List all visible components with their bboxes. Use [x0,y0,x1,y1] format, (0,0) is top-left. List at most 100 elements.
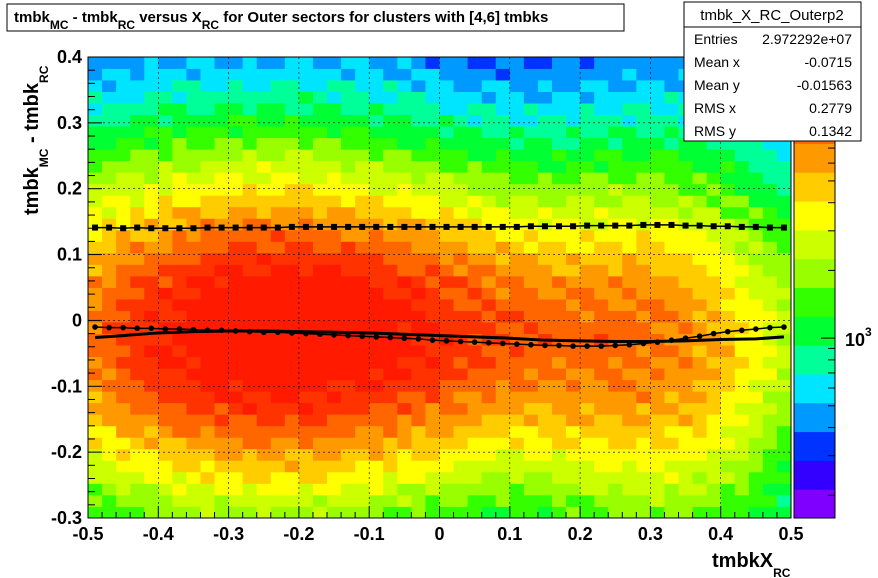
heatmap-cell [636,310,651,323]
heatmap-cell [594,345,609,358]
square-marker [274,224,281,231]
heatmap-cell [144,218,159,231]
heatmap-cell [481,275,497,288]
heatmap-cell [692,460,708,473]
heatmap-cell [172,114,187,127]
heatmap-cell [312,356,328,369]
heatmap-cell [425,114,440,127]
heatmap-cell [256,356,272,369]
heatmap-cell [355,414,370,427]
heatmap-cell [256,345,272,358]
heatmap-cell [312,425,328,438]
heatmap-cell [228,229,244,242]
heatmap-cell [369,506,384,519]
heatmap-cell [172,391,187,404]
heatmap-cell [369,80,384,92]
heatmap-cell [270,310,286,323]
heatmap-cell [636,448,651,461]
heatmap-cell [622,437,637,450]
heatmap-cell [200,333,215,346]
heatmap-cell [509,252,525,265]
heatmap-cell [566,172,581,185]
heatmap-cell [748,356,764,369]
heatmap-cell [214,126,229,139]
heatmap-cell [228,379,244,392]
heatmap-cell [270,483,286,496]
heatmap-cell [130,229,145,242]
heatmap-cell [270,91,286,104]
heatmap-cell [270,345,286,358]
heatmap-cell [284,402,300,415]
heatmap-cell [369,91,384,104]
heatmap-cell [523,460,539,473]
heatmap-cell [284,333,300,346]
heatmap-cell [481,299,497,311]
heatmap-cell [369,68,384,81]
heatmap-cell [130,252,145,265]
heatmap-cell [341,206,356,219]
stats-box-title: tmbk_X_RC_Outerp2 [700,7,843,24]
heatmap-cell [734,471,750,484]
heatmap-cell [298,368,314,381]
heatmap-cell [523,310,539,323]
heatmap-cell [509,172,525,185]
heatmap-cell [734,183,750,196]
heatmap-cell [706,322,722,334]
heatmap-cell [664,287,679,300]
heatmap-cell [425,195,440,208]
heatmap-cell [214,91,229,104]
heatmap-cell [706,425,722,438]
heatmap-cell [397,322,412,334]
heatmap-cell [158,310,173,323]
heatmap-cell [172,356,187,369]
heatmap-cell [594,183,609,196]
heatmap-cell [608,494,623,507]
heatmap-cell [355,425,370,438]
heatmap-cell [720,483,736,496]
heatmap-cell [720,471,736,484]
heatmap-cell [102,91,117,104]
heatmap-cell [495,322,511,334]
heatmap-cell [495,356,511,369]
y-tick-label: 0.1 [57,245,82,265]
heatmap-cell [172,103,187,116]
heatmap-cell [200,414,215,427]
heatmap-cell [720,241,736,254]
heatmap-cell [650,402,665,415]
heatmap-cell [551,149,567,162]
heatmap-cell [172,183,187,196]
heatmap-cell [242,91,258,104]
heatmap-cell [186,195,201,208]
heatmap-cell [158,149,173,162]
heatmap-cell [664,483,679,496]
heatmap-cell [270,437,286,450]
heatmap-cell [439,241,454,254]
heatmap-cell [678,402,693,415]
heatmap-cell [495,310,511,323]
heatmap-cell [214,402,229,415]
heatmap-cell [664,506,679,519]
heatmap-cell [467,402,483,415]
heatmap-cell [284,483,300,496]
heatmap-cell [425,460,440,473]
heatmap-cell [439,91,454,104]
heatmap-cell [102,172,117,185]
heatmap-cell [509,425,525,438]
round-marker [556,342,562,349]
heatmap-cell [425,494,440,507]
heatmap-cell [523,264,539,277]
heatmap-cell [748,160,764,173]
heatmap-cell [369,114,384,127]
heatmap-cell [481,241,497,254]
heatmap-cell [734,149,750,162]
heatmap-cell [720,345,736,358]
heatmap-cell [481,448,497,461]
heatmap-cell [214,356,229,369]
heatmap-cell [130,160,145,173]
heatmap-cell [242,471,258,484]
heatmap-cell [762,391,778,404]
heatmap-cell [200,483,215,496]
heatmap-cell [622,275,637,288]
heatmap-cell [130,137,145,150]
heatmap-cell [776,356,792,369]
